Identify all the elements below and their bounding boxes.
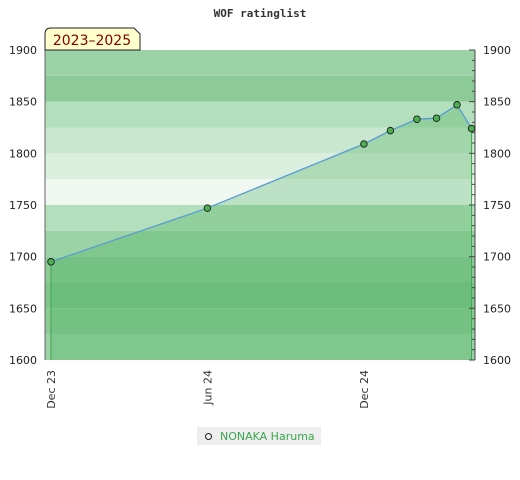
legend: NONAKA Haruma [197, 427, 321, 445]
legend-label: NONAKA Haruma [220, 429, 315, 443]
background-band [45, 334, 475, 360]
y-tick-label-right: 1650 [483, 302, 511, 315]
data-point [432, 114, 441, 122]
series-line [50, 103, 473, 263]
legend-marker-icon [205, 432, 212, 440]
data-point [47, 258, 55, 266]
period-badge-text: 2023–2025 [53, 33, 131, 49]
background-band [45, 308, 475, 335]
background-band [45, 179, 475, 205]
y-tick-label-left: 1900 [9, 44, 37, 57]
background-bands [45, 50, 475, 360]
background-band [45, 50, 475, 76]
y-axis-right: 1600 1650 1700 1750 1800 1850 1900 [469, 44, 511, 367]
x-tick-label: Jun 24 [201, 370, 214, 406]
background-band [45, 153, 475, 180]
y-axis-left: 1600 1650 1700 1750 1800 1850 1900 [9, 44, 46, 367]
period-badge: 2023–2025 [44, 27, 141, 51]
y-tick-label-right: 1600 [483, 354, 511, 367]
y-tick-label-right: 1750 [483, 199, 511, 212]
y-tick-label-right: 1900 [483, 44, 511, 57]
data-point [360, 140, 368, 148]
x-tick-label: Dec 23 [45, 370, 58, 409]
background-band [45, 230, 475, 257]
background-band [45, 127, 475, 154]
data-point [203, 204, 212, 212]
background-band [45, 205, 475, 231]
y-tick-label-right: 1850 [483, 96, 511, 109]
chart-title: WOF ratinglist [214, 7, 307, 20]
y-tick-label-right: 1700 [483, 251, 511, 264]
series-area [50, 104, 472, 360]
y-tick-label-left: 1650 [9, 302, 37, 315]
data-point [413, 115, 421, 123]
area-layer [50, 103, 473, 360]
y-tick-label-left: 1800 [9, 147, 37, 160]
y-tick-label-right: 1800 [483, 147, 511, 160]
background-band [45, 256, 475, 283]
background-band [45, 282, 475, 309]
x-axis: Dec 23 Jun 24 Dec 24 [45, 370, 371, 409]
y-tick-label-left: 1700 [9, 251, 37, 264]
x-tick-label: Dec 24 [358, 370, 371, 409]
data-point [467, 124, 476, 133]
background-band [45, 75, 475, 102]
data-point [386, 126, 395, 135]
data-points [47, 101, 476, 266]
y-tick-label-left: 1600 [9, 354, 37, 367]
y-tick-label-left: 1850 [9, 96, 37, 109]
background-band [45, 101, 475, 128]
data-point [453, 101, 461, 109]
y-tick-label-left: 1750 [9, 199, 37, 212]
